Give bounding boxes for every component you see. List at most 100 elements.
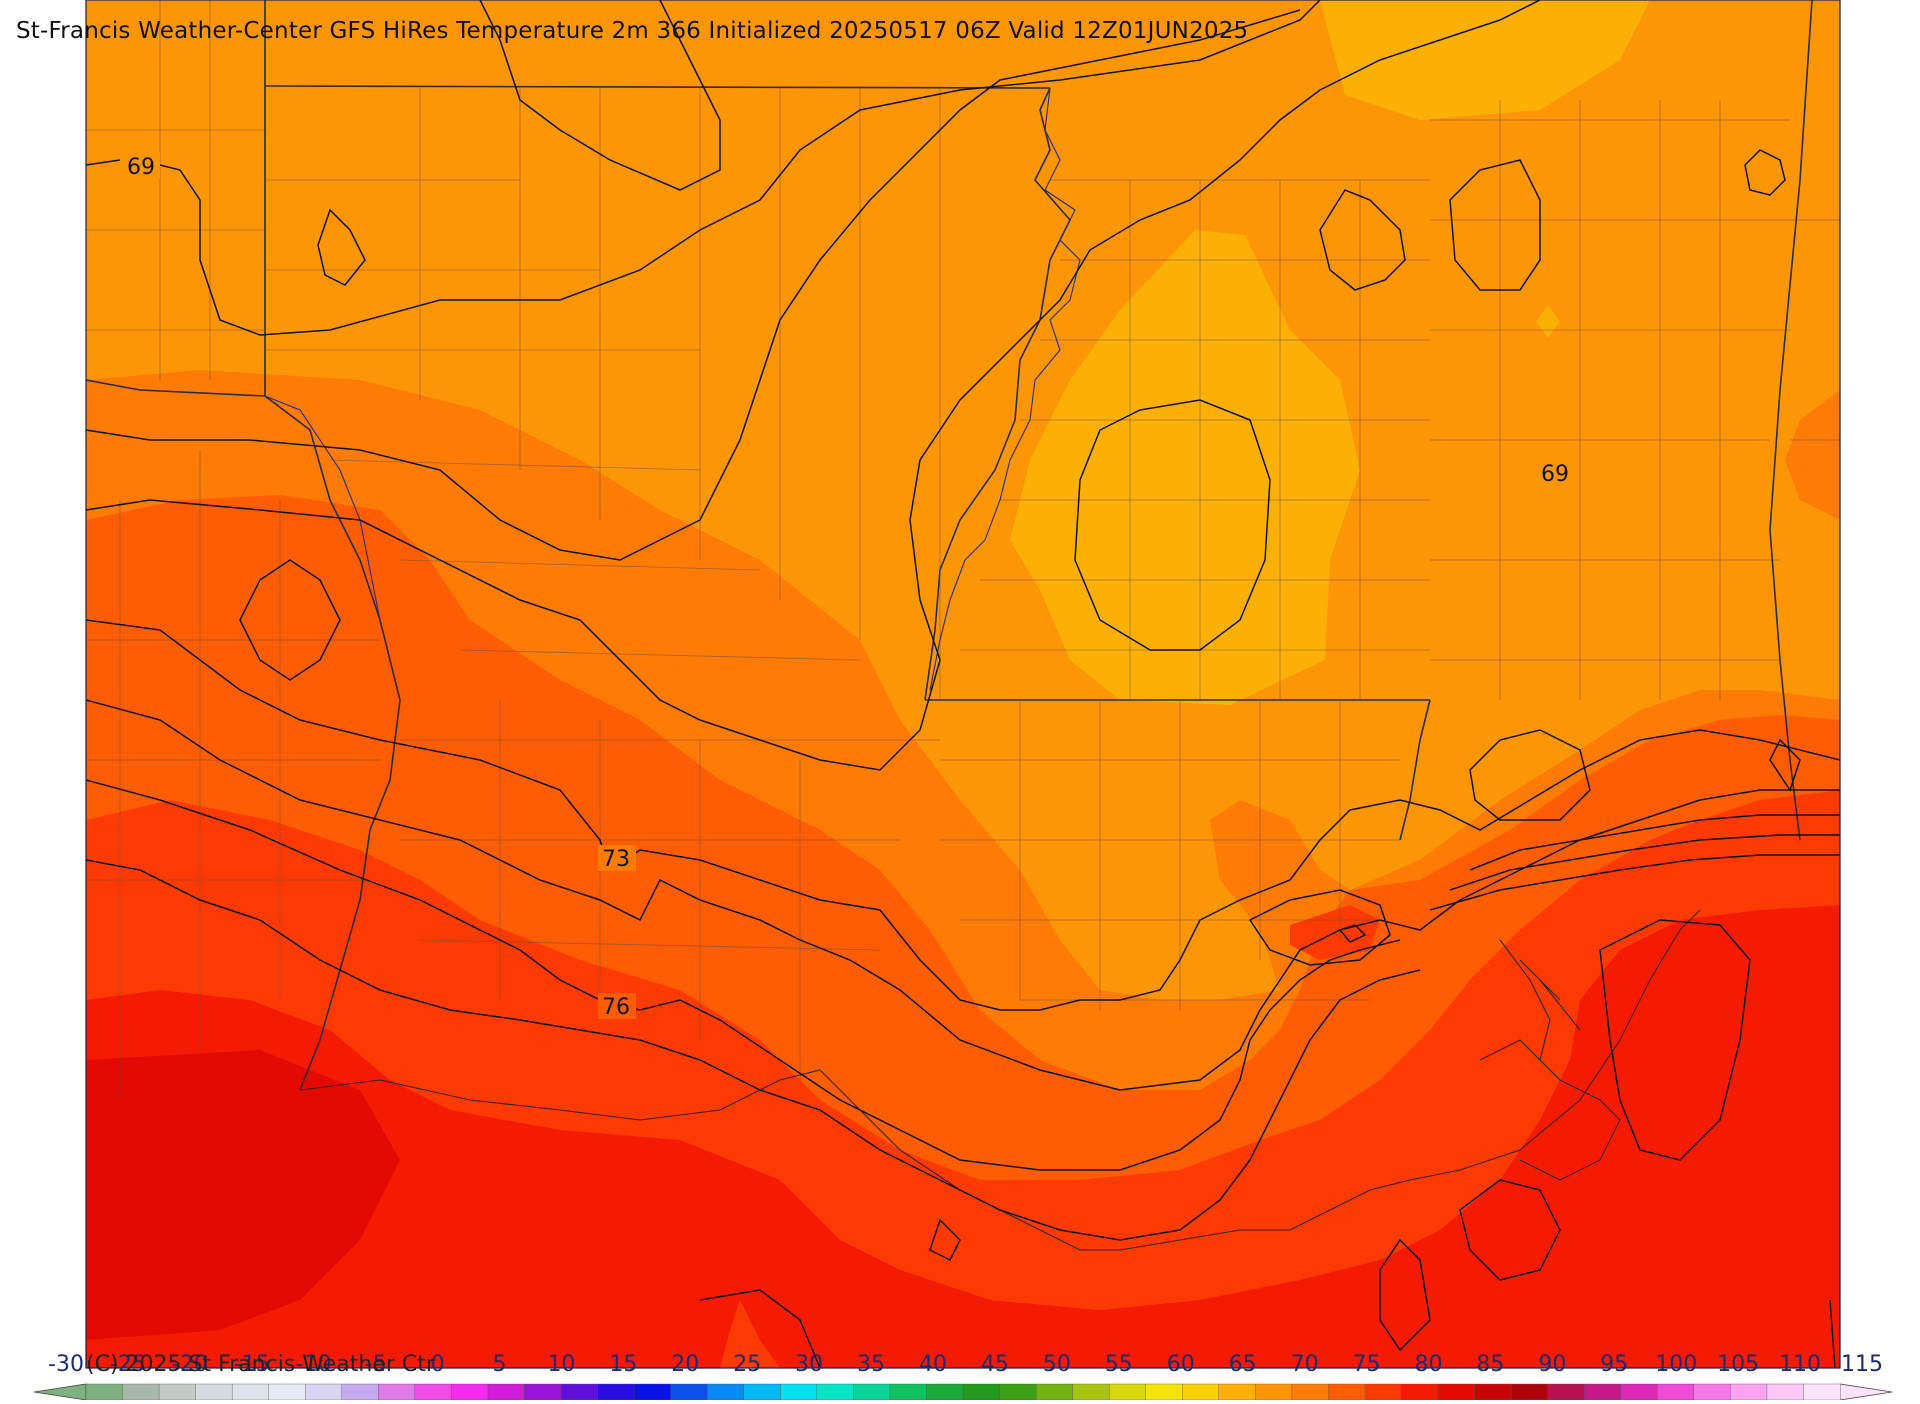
colorbar-swatch: [341, 1383, 380, 1401]
colorbar-swatch: [414, 1383, 453, 1401]
colorbar-swatch: [1182, 1383, 1220, 1401]
contour-label-69-nw: 69: [127, 155, 155, 180]
colorbar-tick-label: 15: [609, 1352, 638, 1377]
field-81: [86, 905, 1840, 1368]
colorbar-tick-label: 75: [1352, 1352, 1381, 1377]
border-al-ms: [1399, 699, 1431, 841]
colorbar-tick-label: 115: [1841, 1352, 1883, 1377]
state-borders: [86, 0, 1813, 1091]
field-66-north: [1320, 0, 1650, 120]
border-tx-ok: [86, 379, 266, 397]
colorbar-swatch: [487, 1383, 526, 1401]
contour-labels: 69 69 73 76: [122, 152, 1574, 1020]
field-81-gulf-w: [86, 1050, 400, 1340]
colorbar-swatch: [1255, 1383, 1293, 1401]
colorbar-tick-label: 10: [547, 1352, 576, 1377]
colorbar-tick-label: -25: [109, 1352, 146, 1377]
colorbar-labels: -30 -25 -20 -15 -10 -5 0 5 10 15 20 25 30 35 40 45 50 55 6…: [0, 1352, 1920, 1382]
isotherms: [86, 0, 1840, 1368]
colorbar-swatch: [1657, 1383, 1695, 1401]
colorbar-swatch: [85, 1383, 124, 1401]
colorbar-tick-label: 35: [857, 1352, 886, 1377]
colorbar-swatch: [707, 1383, 745, 1401]
contour-label-73: 73: [602, 847, 630, 872]
colorbar-tick-label: -30: [48, 1352, 84, 1377]
colorbar-tick-label: 40: [919, 1352, 948, 1377]
colorbar-swatch: [305, 1383, 343, 1401]
border-ga-al: [1769, 0, 1813, 841]
colorbar-tick-label: 85: [1476, 1352, 1505, 1377]
colorbar-swatch: [268, 1383, 306, 1401]
temperature-field: [86, 0, 1840, 1368]
colorbar-tick-label: 70: [1290, 1352, 1319, 1377]
colorbar-swatch: [1145, 1383, 1183, 1401]
colorbar-swatch: [231, 1383, 270, 1401]
field-66-central: [1010, 230, 1360, 705]
colorbar-swatch: [1547, 1383, 1585, 1401]
colorbar-tick-label: 105: [1717, 1352, 1760, 1377]
colorbar-tick-label: 55: [1104, 1352, 1133, 1377]
colorbar-swatch: [743, 1383, 781, 1401]
colorbar-swatch: [633, 1383, 672, 1401]
colorbar-swatch: [1328, 1383, 1366, 1401]
colorbar-swatch: [195, 1383, 233, 1401]
colorbar-swatch: [1803, 1383, 1841, 1401]
field-81-pocket: [720, 1300, 780, 1368]
map-frame: [85, 0, 1841, 1369]
colorbar-swatch: [451, 1383, 489, 1401]
county-lines: [86, 0, 1840, 1100]
colorbar-swatch: [926, 1383, 964, 1401]
colorbar-tick-label: 5: [492, 1352, 507, 1377]
colorbar: [33, 1383, 1893, 1401]
colorbar-tick-label: 90: [1538, 1352, 1567, 1377]
field-72-east: [1785, 390, 1840, 520]
colorbar-tick-label: 45: [980, 1352, 1009, 1377]
colorbar-tick-label: 95: [1600, 1352, 1629, 1377]
border-ks-ok: [264, 85, 1051, 89]
contour-label-76: 76: [602, 995, 630, 1020]
copyright-text: (C) 2025 St Francis Weather Ctr: [86, 1352, 435, 1377]
colorbar-swatch: [1108, 1383, 1147, 1401]
colorbar-swatch: [889, 1383, 928, 1401]
colorbar-swatch: [378, 1383, 416, 1401]
colorbar-swatch: [999, 1383, 1037, 1401]
colorbar-swatch: [1620, 1383, 1658, 1401]
colorbar-tick-label: -10: [295, 1352, 332, 1377]
colorbar-tick-label: 0: [430, 1352, 445, 1377]
colorbar-swatch: [1401, 1383, 1439, 1401]
colorbar-swatch: [1693, 1383, 1732, 1401]
colorbar-tick-label: 30: [795, 1352, 824, 1377]
colorbar-swatch: [962, 1383, 1001, 1401]
colorbar-tick-label: 65: [1228, 1352, 1257, 1377]
colorbar-swatch: [1510, 1383, 1549, 1401]
colorbar-swatch: [1730, 1383, 1768, 1401]
colorbar-tick-label: 100: [1655, 1352, 1698, 1377]
colorbar-swatch: [597, 1383, 635, 1401]
colorbar-swatch: [1364, 1383, 1403, 1401]
colorbar-swatch: [1072, 1383, 1110, 1401]
colorbar-high-arrow: [1839, 1383, 1893, 1401]
colorbar-swatch: [670, 1383, 708, 1401]
colorbar-swatch: [1218, 1383, 1257, 1401]
colorbar-swatch: [816, 1383, 855, 1401]
colorbar-swatch: [780, 1383, 818, 1401]
border-ar-mo: [924, 87, 1071, 701]
colorbar-tick-label: -15: [233, 1352, 270, 1377]
coastline: [299, 909, 1701, 1251]
colorbar-tick-label: 60: [1166, 1352, 1195, 1377]
border-tx-la: [264, 395, 401, 1091]
colorbar-swatch: [158, 1383, 197, 1401]
colorbar-swatch: [1766, 1383, 1805, 1401]
colorbar-tick-label: -5: [364, 1352, 387, 1377]
colorbar-swatch: [1584, 1383, 1622, 1401]
colorbar-swatch: [1035, 1383, 1074, 1401]
colorbar-swatch: [853, 1383, 891, 1401]
colorbar-swatch: [1437, 1383, 1476, 1401]
mississippi-river: [929, 87, 1081, 691]
colorbar-swatch: [560, 1383, 599, 1401]
colorbar-tick-label: 20: [671, 1352, 700, 1377]
colorbar-swatch: [1291, 1383, 1330, 1401]
colorbar-tick-label: 80: [1414, 1352, 1443, 1377]
colorbar-tick-label: -20: [171, 1352, 208, 1377]
